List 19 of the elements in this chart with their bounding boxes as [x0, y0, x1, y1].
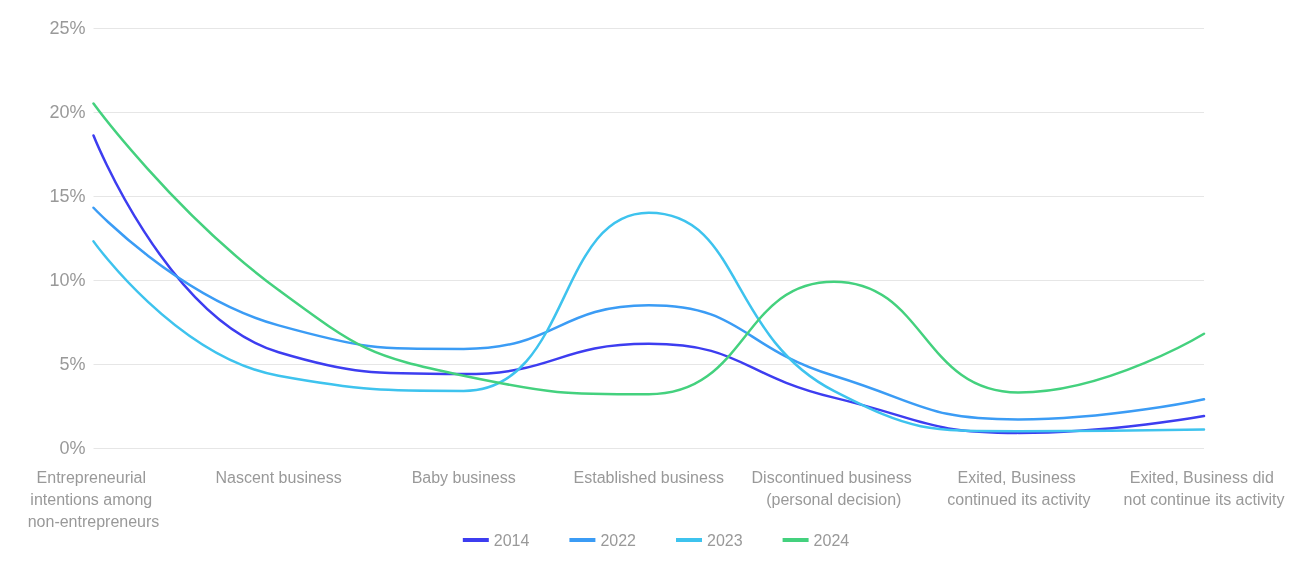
x-tick-label: Baby business — [411, 468, 516, 486]
line-series — [92, 102, 1206, 396]
y-tick-label: 20% — [49, 102, 86, 122]
x-tick-label: Entrepreneurial intentions among non-entrepreneurs — [27, 468, 160, 530]
y-tick-label: 0% — [59, 438, 86, 458]
legend-label: 2022 — [600, 531, 637, 549]
x-tick-label: Exited, Business did not continue its activity — [1123, 468, 1285, 508]
legend-label: 2024 — [813, 531, 850, 549]
legend-label: 2023 — [707, 531, 743, 549]
line-series — [92, 134, 1206, 435]
x-tick-label: Nascent business — [215, 468, 342, 486]
y-tick-label: 15% — [49, 186, 86, 206]
legend-label: 2014 — [493, 531, 530, 549]
y-tick-label: 25% — [49, 18, 86, 38]
y-tick-label: 10% — [49, 270, 86, 290]
x-tick-label: Exited, Business continued its activity — [947, 468, 1091, 508]
x-tick-label: Established business — [573, 468, 724, 486]
x-tick-label: Discontinued business (personal decision) — [751, 468, 917, 508]
y-tick-label: 5% — [59, 354, 86, 374]
